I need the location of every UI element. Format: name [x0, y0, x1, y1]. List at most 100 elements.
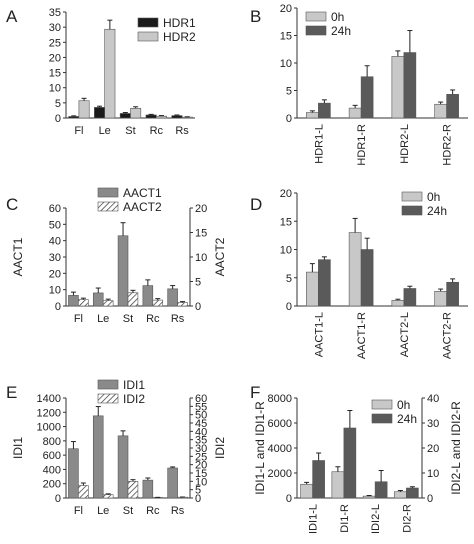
y-tick-label: 30: [49, 22, 61, 34]
bar: [300, 483, 313, 499]
y-tick-label: 20: [280, 3, 292, 15]
bar: [119, 113, 131, 119]
x-tick-label: Le: [97, 505, 109, 517]
y-tick-label: 8000: [268, 393, 292, 405]
y2-tick-label: 5: [195, 485, 201, 497]
x-tick-label: HDR1-R: [356, 124, 368, 166]
y-tick-label: 400: [43, 464, 61, 476]
y-tick-label: 10: [280, 245, 292, 257]
bar: [446, 94, 459, 119]
legend-swatch: [371, 399, 393, 410]
y-tick-label: 5: [55, 98, 61, 110]
bar: [403, 52, 417, 119]
bar: [68, 448, 79, 499]
bar: [391, 300, 405, 307]
y-tick-label: 10: [49, 83, 61, 95]
y-tick-label: 15: [49, 68, 61, 80]
legend-label: 0h: [331, 10, 344, 24]
legend-swatch: [97, 201, 119, 212]
x-tick-label: AACT2-L: [399, 312, 411, 357]
bar: [434, 291, 447, 307]
bar: [104, 28, 116, 119]
legend-swatch: [97, 393, 119, 404]
y-tick-label: 0: [286, 493, 292, 505]
y-tick-label: 20: [280, 188, 292, 200]
x-tick-label: HDR2-R: [442, 124, 454, 166]
x-tick-label: Le: [99, 125, 111, 137]
y2-tick-label: 30: [195, 443, 207, 455]
bar: [343, 427, 357, 499]
y2-tick-label: 35: [195, 435, 207, 447]
x-tick-label: St: [125, 125, 135, 137]
bar: [68, 295, 79, 307]
y-tick-label: 0: [286, 113, 292, 125]
x-tick-label: Fl: [74, 505, 83, 517]
y2-tick-label: 10: [427, 468, 439, 480]
bar: [167, 467, 178, 499]
bar: [102, 300, 114, 307]
bar: [360, 76, 374, 119]
legend-swatch: [137, 31, 159, 42]
y-tick-label: 5: [286, 86, 292, 98]
bar: [78, 100, 90, 119]
y2-tick-label: 25: [195, 451, 207, 463]
x-tick-label: AACT2-R: [442, 312, 454, 359]
bar: [142, 285, 154, 307]
y2-tick-label: 0: [195, 301, 201, 313]
y-tick-label: 60: [49, 203, 61, 215]
bar: [403, 288, 417, 307]
y2-tick-label: 10: [195, 476, 207, 488]
x-tick-label: Rc: [146, 313, 160, 325]
y2-axis-title: AACT2: [213, 237, 227, 276]
bar: [167, 288, 178, 307]
bar: [92, 292, 104, 307]
legend-label: 0h: [427, 190, 440, 204]
y-tick-label: 0: [55, 493, 61, 505]
y2-tick-label: 5: [195, 277, 201, 289]
y-axis-title: IDI1-L and IDI1-R: [253, 401, 267, 495]
legend-label: AACT2: [123, 200, 162, 214]
bar: [318, 102, 331, 119]
x-tick-label: DI1-R: [339, 504, 351, 533]
legend-label: HDR1: [163, 16, 196, 30]
bar: [306, 271, 319, 307]
y-tick-label: 10: [280, 58, 292, 70]
y-tick-label: 0: [55, 113, 61, 125]
legend-label: 0h: [397, 398, 410, 412]
y-tick-label: 20: [49, 52, 61, 64]
bar: [348, 232, 362, 307]
legend-label: 24h: [397, 412, 417, 426]
bar: [360, 249, 374, 307]
bar: [92, 415, 104, 499]
y-tick-label: 800: [43, 436, 61, 448]
x-tick-label: Rs: [175, 125, 189, 137]
bar: [145, 114, 157, 119]
bar: [171, 115, 183, 119]
y-tick-label: 20: [49, 268, 61, 280]
bar: [406, 487, 419, 499]
bar: [130, 108, 142, 119]
legend-label: 24h: [331, 24, 351, 38]
y2-tick-label: 55: [195, 401, 207, 413]
y-tick-label: 2000: [268, 468, 292, 480]
y2-tick-label: 40: [427, 393, 439, 405]
x-tick-label: AACT1-L: [313, 312, 325, 357]
legend-swatch: [401, 205, 423, 216]
y-tick-label: 0: [286, 301, 292, 313]
legend-swatch: [371, 413, 393, 424]
panel-label: E: [6, 383, 17, 402]
y2-tick-label: 15: [195, 228, 207, 240]
y-tick-label: 1400: [37, 393, 61, 405]
bar: [348, 107, 362, 119]
y-tick-label: 15: [280, 216, 292, 228]
legend-label: 24h: [427, 204, 447, 218]
bar: [312, 460, 325, 499]
y-tick-label: 1200: [37, 407, 61, 419]
y2-tick-label: 20: [427, 443, 439, 455]
legend-label: IDI1: [123, 378, 145, 392]
bar: [156, 115, 167, 119]
y2-tick-label: 20: [195, 460, 207, 472]
y2-tick-label: 50: [195, 410, 207, 422]
x-tick-label: Rc: [146, 505, 160, 517]
